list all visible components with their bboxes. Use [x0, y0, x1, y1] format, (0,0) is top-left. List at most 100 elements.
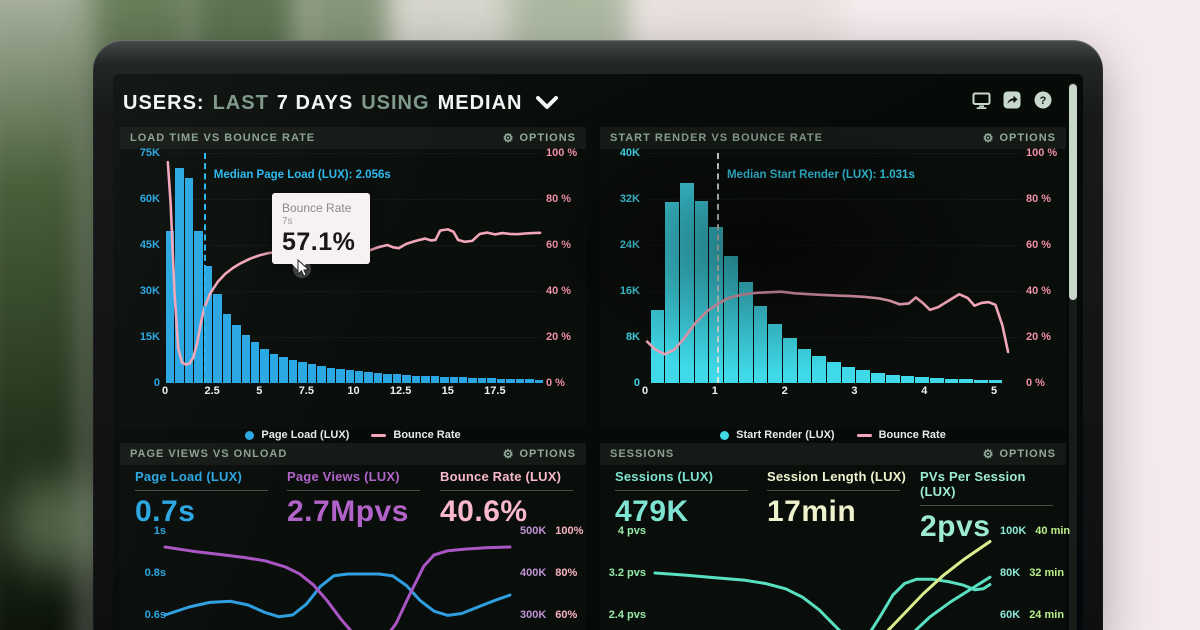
- bar: [496, 378, 506, 383]
- x-tick-label: 5: [256, 385, 263, 397]
- median-annotation: Median Start Render (LUX): 1.031s: [726, 169, 915, 181]
- metric-label: Page Views (LUX): [287, 469, 400, 484]
- metric-label: PVs Per Session (LUX): [920, 469, 1026, 499]
- monitor-icon[interactable]: [971, 90, 991, 110]
- options-button[interactable]: ⚙ OPTIONS: [983, 448, 1056, 460]
- legend-dot-icon: [245, 430, 255, 440]
- title-segment: LAST: [212, 91, 269, 114]
- options-button[interactable]: ⚙ OPTIONS: [983, 132, 1056, 144]
- chart-page-views-onload[interactable]: 1s 0.8s 0.6s 500K 100% 400K 80% 300K 60%: [120, 523, 586, 630]
- y-axis-label: 20 %: [546, 331, 572, 343]
- panel-header: SESSIONS ⚙ OPTIONS: [600, 443, 1066, 465]
- bar: [373, 373, 383, 383]
- tooltip-value: 57.1%: [282, 228, 356, 256]
- dashboard-title-dropdown[interactable]: USERS: LAST 7 DAYS USING MEDIAN: [123, 91, 559, 115]
- plot-area[interactable]: Median Page Load (LUX): 2.056s Bounce Ra…: [165, 153, 544, 383]
- legend-dot-icon: [720, 430, 730, 440]
- bar: [213, 294, 222, 383]
- toolbar: ?: [971, 90, 1053, 110]
- y-axis-label: 60 %: [1026, 239, 1052, 251]
- help-icon[interactable]: ?: [1033, 90, 1053, 110]
- median-line: [203, 153, 206, 383]
- y-axis-label: 60K: [139, 193, 160, 205]
- metric-value: 479K: [615, 495, 689, 528]
- options-label: OPTIONS: [999, 132, 1056, 144]
- metric-session-length: Session Length (LUX) 17min: [767, 469, 907, 529]
- laptop-bezel: USERS: LAST 7 DAYS USING MEDIAN: [93, 40, 1103, 630]
- bar: [449, 377, 458, 383]
- scrollbar-thumb[interactable]: [1069, 84, 1077, 300]
- y-axis-label: 0.6s: [144, 609, 166, 621]
- metric-divider: [287, 490, 420, 491]
- panel-sessions: SESSIONS ⚙ OPTIONS Sessions (LUX) 479K S…: [600, 443, 1070, 630]
- median-line: [716, 153, 719, 383]
- bar: [336, 369, 345, 383]
- scrollbar-track[interactable]: [1069, 82, 1077, 630]
- y-axis-label: 20 %: [1026, 331, 1052, 343]
- legend-label: Bounce Rate: [393, 429, 461, 441]
- chart-sessions[interactable]: 4 pvs 3.2 pvs 2.4 pvs 100K 40 min 80K 32 min 6…: [600, 523, 1070, 630]
- bar: [288, 359, 298, 383]
- y-axis-label: 500K 100%: [520, 525, 584, 537]
- metric-label: Session Length (LUX): [767, 469, 907, 484]
- bar: [915, 377, 929, 383]
- legend-item-bounce-rate[interactable]: Bounce Rate: [371, 429, 461, 441]
- panel-header: PAGE VIEWS VS ONLOAD ⚙ OPTIONS: [120, 443, 586, 465]
- bar: [317, 366, 326, 383]
- plot-area[interactable]: Median Start Render (LUX): 1.031s: [645, 153, 1022, 383]
- options-button[interactable]: ⚙ OPTIONS: [503, 132, 576, 144]
- share-icon[interactable]: [1002, 90, 1022, 110]
- mouse-cursor-icon: [292, 257, 314, 286]
- x-tick-label: 1: [711, 385, 718, 397]
- y-axis-right: 100 % 80 % 60 % 40 % 20 % 0 %: [546, 147, 586, 389]
- tooltip-series: Bounce Rate: [282, 201, 352, 215]
- histogram-bars: [165, 153, 544, 383]
- metric-value: 40.6%: [440, 495, 528, 528]
- options-label: OPTIONS: [999, 448, 1056, 460]
- x-tick-label: 15: [441, 385, 454, 397]
- bar: [515, 379, 525, 383]
- metric-page-load: Page Load (LUX) 0.7s: [135, 469, 275, 529]
- panel-title: START RENDER VS BOUNCE RATE: [610, 132, 823, 144]
- y-axis-label: 4 pvs: [617, 525, 646, 537]
- metric-divider: [135, 490, 268, 491]
- bounce-rate-line: [645, 153, 1022, 383]
- bar: [411, 375, 421, 383]
- metric-row: Sessions (LUX) 479K Session Length (LUX)…: [600, 469, 1066, 543]
- metric-value: 17min: [767, 495, 857, 528]
- panel-header: LOAD TIME VS BOUNCE RATE ⚙ OPTIONS: [120, 127, 586, 149]
- panel-title: SESSIONS: [610, 448, 675, 460]
- metric-divider: [920, 505, 1053, 506]
- y-axis-label: 300K 60%: [520, 609, 578, 621]
- y-axis-left: 75K 60K 45K 30K 15K 0: [120, 147, 160, 389]
- median-annotation: Median Page Load (LUX): 2.056s: [213, 169, 391, 181]
- y-axis-label: 60K 24 min: [1000, 609, 1065, 621]
- bar: [364, 372, 373, 383]
- plot-area: [655, 523, 990, 630]
- y-axis-label: 400K 80%: [520, 567, 578, 579]
- x-tick-label: 12.5: [389, 385, 412, 397]
- y-axis-label: 0.8s: [144, 567, 166, 579]
- bar: [458, 377, 468, 383]
- x-tick-label: 5: [991, 385, 998, 397]
- panel-header: START RENDER VS BOUNCE RATE ⚙ OPTIONS: [600, 127, 1066, 149]
- chevron-down-icon[interactable]: [536, 96, 559, 110]
- bar: [421, 375, 430, 383]
- metric-label: Sessions (LUX): [615, 469, 714, 484]
- legend-item-page-load[interactable]: Page Load (LUX): [245, 429, 349, 441]
- bar: [525, 379, 534, 383]
- bar: [440, 376, 449, 383]
- x-tick-label: 2.5: [204, 385, 220, 397]
- legend-item-start-render[interactable]: Start Render (LUX): [720, 429, 835, 441]
- y-axis-label: 2.4 pvs: [608, 609, 646, 621]
- bar: [184, 177, 194, 383]
- bar: [345, 370, 354, 383]
- bar: [871, 373, 885, 383]
- bar: [477, 378, 487, 383]
- options-button[interactable]: ⚙ OPTIONS: [503, 448, 576, 460]
- legend-item-bounce-rate[interactable]: Bounce Rate: [856, 429, 946, 441]
- metric-row: Page Load (LUX) 0.7s Page Views (LUX) 2.…: [120, 469, 586, 528]
- y-axis-label: 80K 32 min: [1000, 567, 1065, 579]
- bar: [988, 380, 1003, 383]
